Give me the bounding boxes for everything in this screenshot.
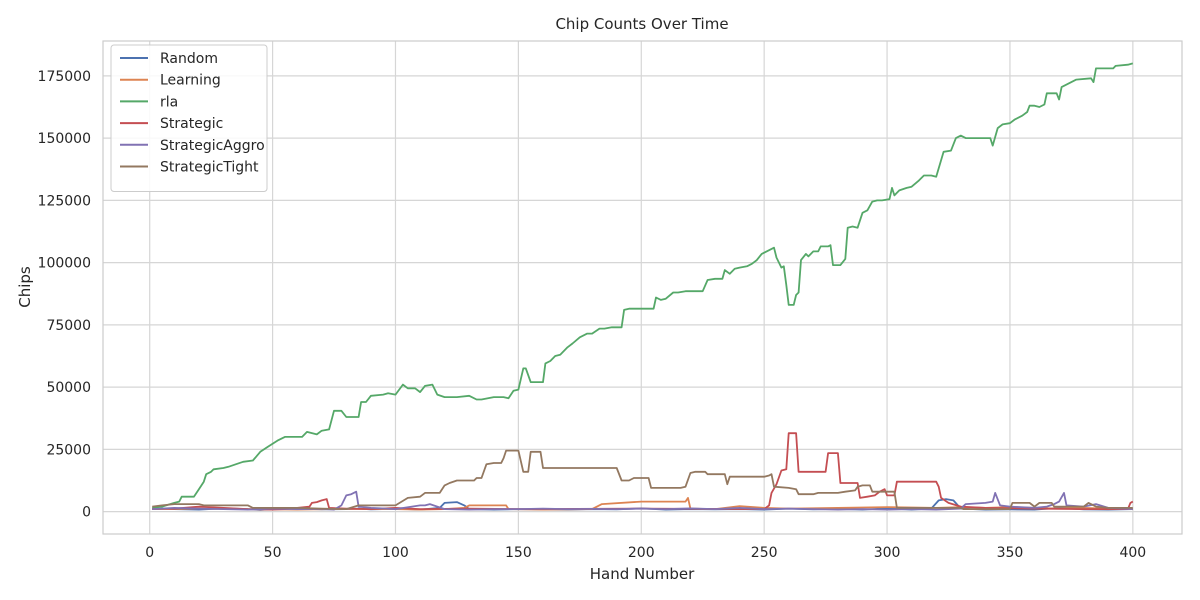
y-tick-label: 0: [82, 505, 91, 521]
tick-labels: 0 50 100 150 200 250 300 350 400 0 25000 50000 75000…: [38, 69, 1147, 561]
legend-label: rla: [160, 94, 178, 110]
y-axis-label: Chips: [16, 266, 34, 308]
legend-label: StrategicTight: [160, 160, 259, 176]
series-line-strategic: [152, 432, 1134, 511]
y-tick-label: 175000: [38, 69, 91, 85]
legend-label: Learning: [160, 73, 221, 89]
x-tick-label: 100: [382, 545, 409, 561]
y-tick-label: 25000: [46, 442, 91, 458]
grid: [103, 41, 1182, 534]
x-tick-label: 0: [145, 545, 154, 561]
x-tick-label: 150: [505, 545, 532, 561]
plot-border: [102, 40, 1183, 535]
x-tick-label: 200: [628, 545, 655, 561]
x-tick-label: 350: [997, 545, 1024, 561]
series-line-strategictight: [152, 449, 1133, 510]
chart-title: Chip Counts Over Time: [555, 15, 728, 33]
series-lines: [152, 62, 1134, 511]
legend-label: Random: [160, 51, 218, 67]
x-tick-label: 300: [874, 545, 901, 561]
y-tick-label: 50000: [46, 380, 91, 396]
y-tick-label: 75000: [46, 318, 91, 334]
y-tick-label: 150000: [38, 131, 91, 147]
axes-frame: [102, 40, 1183, 535]
x-tick-label: 250: [751, 545, 778, 561]
x-tick-label: 50: [264, 545, 282, 561]
series-line-rla: [152, 62, 1134, 509]
y-tick-label: 125000: [38, 193, 91, 209]
y-tick-label: 100000: [38, 256, 91, 272]
x-axis-label: Hand Number: [590, 565, 695, 583]
legend-label: Strategic: [160, 116, 223, 132]
legend: Random Learning rla Strategic StrategicAggro…: [110, 44, 268, 192]
x-tick-label: 400: [1119, 545, 1146, 561]
series-line-strategicaggro: [152, 490, 1133, 511]
legend-box: [110, 44, 268, 192]
legend-label: StrategicAggro: [160, 138, 265, 154]
